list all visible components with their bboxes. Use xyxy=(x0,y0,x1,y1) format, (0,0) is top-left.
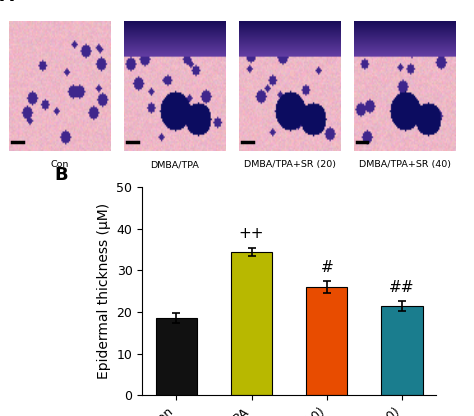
Text: A: A xyxy=(0,0,14,5)
Text: Con: Con xyxy=(51,160,69,169)
Bar xyxy=(231,252,272,395)
Text: ++: ++ xyxy=(239,226,264,241)
Text: DMBA/TPA+SR (40): DMBA/TPA+SR (40) xyxy=(359,160,451,169)
Bar xyxy=(155,318,197,395)
Text: #: # xyxy=(320,260,333,275)
Y-axis label: Epidermal thickness (μM): Epidermal thickness (μM) xyxy=(97,203,111,379)
Text: DMBA/TPA+SR (20): DMBA/TPA+SR (20) xyxy=(244,160,336,169)
Text: B: B xyxy=(54,166,68,184)
Text: DMBA/TPA: DMBA/TPA xyxy=(150,160,199,169)
Bar xyxy=(306,287,347,395)
Bar xyxy=(381,306,423,395)
Text: ##: ## xyxy=(389,280,415,295)
